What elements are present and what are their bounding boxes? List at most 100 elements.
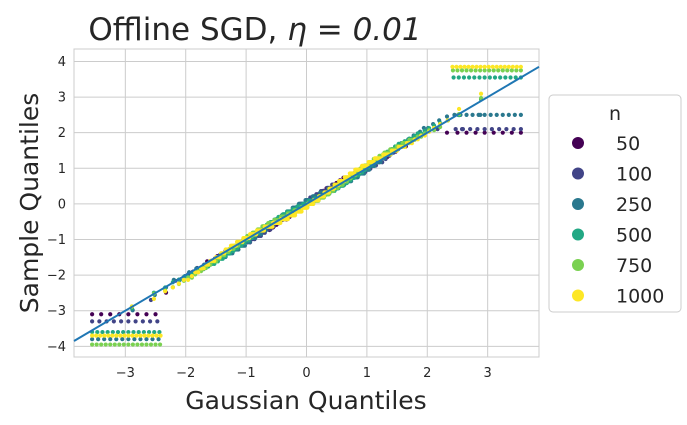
data-point — [464, 68, 469, 73]
data-point — [152, 329, 157, 335]
data-point — [138, 337, 143, 342]
data-point — [503, 75, 508, 80]
data-point — [133, 319, 138, 324]
data-point — [500, 130, 505, 135]
x-tick-label: 3 — [484, 366, 492, 381]
y-tick-label: 1 — [58, 162, 66, 177]
data-point — [151, 296, 157, 301]
data-point — [97, 319, 102, 324]
data-point — [470, 64, 475, 69]
data-point — [158, 333, 163, 338]
data-point — [311, 201, 316, 206]
data-point — [154, 333, 159, 338]
x-tick-label: 2 — [423, 366, 431, 381]
x-tick-label: 0 — [302, 366, 310, 381]
data-point — [415, 131, 420, 136]
data-point — [90, 312, 95, 317]
data-point — [502, 64, 507, 69]
data-point — [451, 75, 456, 80]
reference-line — [73, 65, 540, 342]
data-point — [114, 333, 119, 338]
data-point — [132, 337, 137, 342]
y-tick-label: 2 — [58, 126, 66, 141]
data-point — [470, 112, 475, 117]
data-point — [181, 277, 186, 282]
data-point — [506, 64, 511, 69]
data-point — [299, 209, 304, 214]
legend: n 50 100 250 500 750 1000 — [548, 94, 682, 313]
data-point — [468, 127, 473, 132]
data-point — [518, 130, 523, 135]
data-point — [500, 68, 505, 73]
y-axis-label: Sample Quantiles — [15, 93, 44, 313]
data-point — [456, 75, 461, 80]
legend-label-500: 500 — [616, 225, 652, 247]
data-point — [444, 130, 450, 135]
data-point — [500, 112, 505, 117]
legend-label-100: 100 — [616, 164, 652, 186]
data-point — [121, 342, 126, 347]
data-point — [126, 333, 131, 338]
data-point — [305, 205, 310, 210]
y-tick-label: 0 — [58, 197, 66, 212]
data-point — [482, 127, 487, 132]
data-point — [94, 342, 99, 347]
data-point — [155, 319, 160, 324]
data-point — [114, 337, 119, 342]
data-point — [482, 64, 487, 69]
data-point — [176, 281, 182, 286]
data-point — [120, 337, 125, 342]
data-point — [490, 64, 495, 69]
data-point — [474, 64, 479, 69]
data-point — [142, 333, 147, 338]
data-point — [90, 342, 95, 347]
x-tick-label: 1 — [363, 366, 371, 381]
data-point — [115, 329, 121, 335]
x-tick-label: −3 — [116, 366, 135, 381]
data-point — [482, 75, 487, 80]
data-point — [450, 64, 455, 69]
data-point — [510, 64, 515, 69]
data-point — [108, 337, 113, 342]
data-point — [292, 213, 298, 218]
legend-marker-750 — [572, 259, 584, 271]
data-point — [464, 112, 469, 117]
legend-marker-100 — [572, 167, 584, 180]
data-point — [473, 130, 478, 135]
data-point — [130, 333, 135, 338]
data-point — [121, 329, 126, 335]
data-point — [455, 130, 460, 135]
data-point — [140, 319, 145, 324]
data-point — [108, 342, 113, 347]
legend-label-50: 50 — [616, 133, 640, 155]
chart-title-text: Offline SGD, — [88, 12, 287, 48]
data-point — [491, 68, 496, 73]
data-point — [509, 130, 514, 135]
data-point — [126, 337, 131, 342]
data-point — [189, 273, 194, 279]
data-point — [163, 289, 168, 294]
data-point — [112, 342, 117, 347]
data-point — [105, 329, 110, 335]
y-tick-label: −3 — [47, 304, 66, 319]
data-point — [90, 319, 95, 324]
data-point — [496, 68, 501, 73]
data-point — [147, 319, 153, 324]
data-point — [117, 342, 122, 347]
data-point — [102, 333, 107, 338]
data-point — [206, 262, 211, 267]
data-point — [111, 319, 116, 324]
data-point — [497, 127, 502, 132]
data-point — [464, 130, 469, 135]
data-point — [126, 342, 131, 347]
data-point — [491, 130, 496, 135]
data-point — [110, 329, 115, 335]
data-point — [95, 329, 100, 335]
data-point — [99, 342, 104, 347]
data-point — [505, 68, 510, 73]
data-point — [482, 130, 487, 135]
data-point — [482, 68, 487, 73]
data-point — [138, 333, 143, 338]
data-point — [473, 68, 478, 73]
data-point — [466, 64, 471, 69]
